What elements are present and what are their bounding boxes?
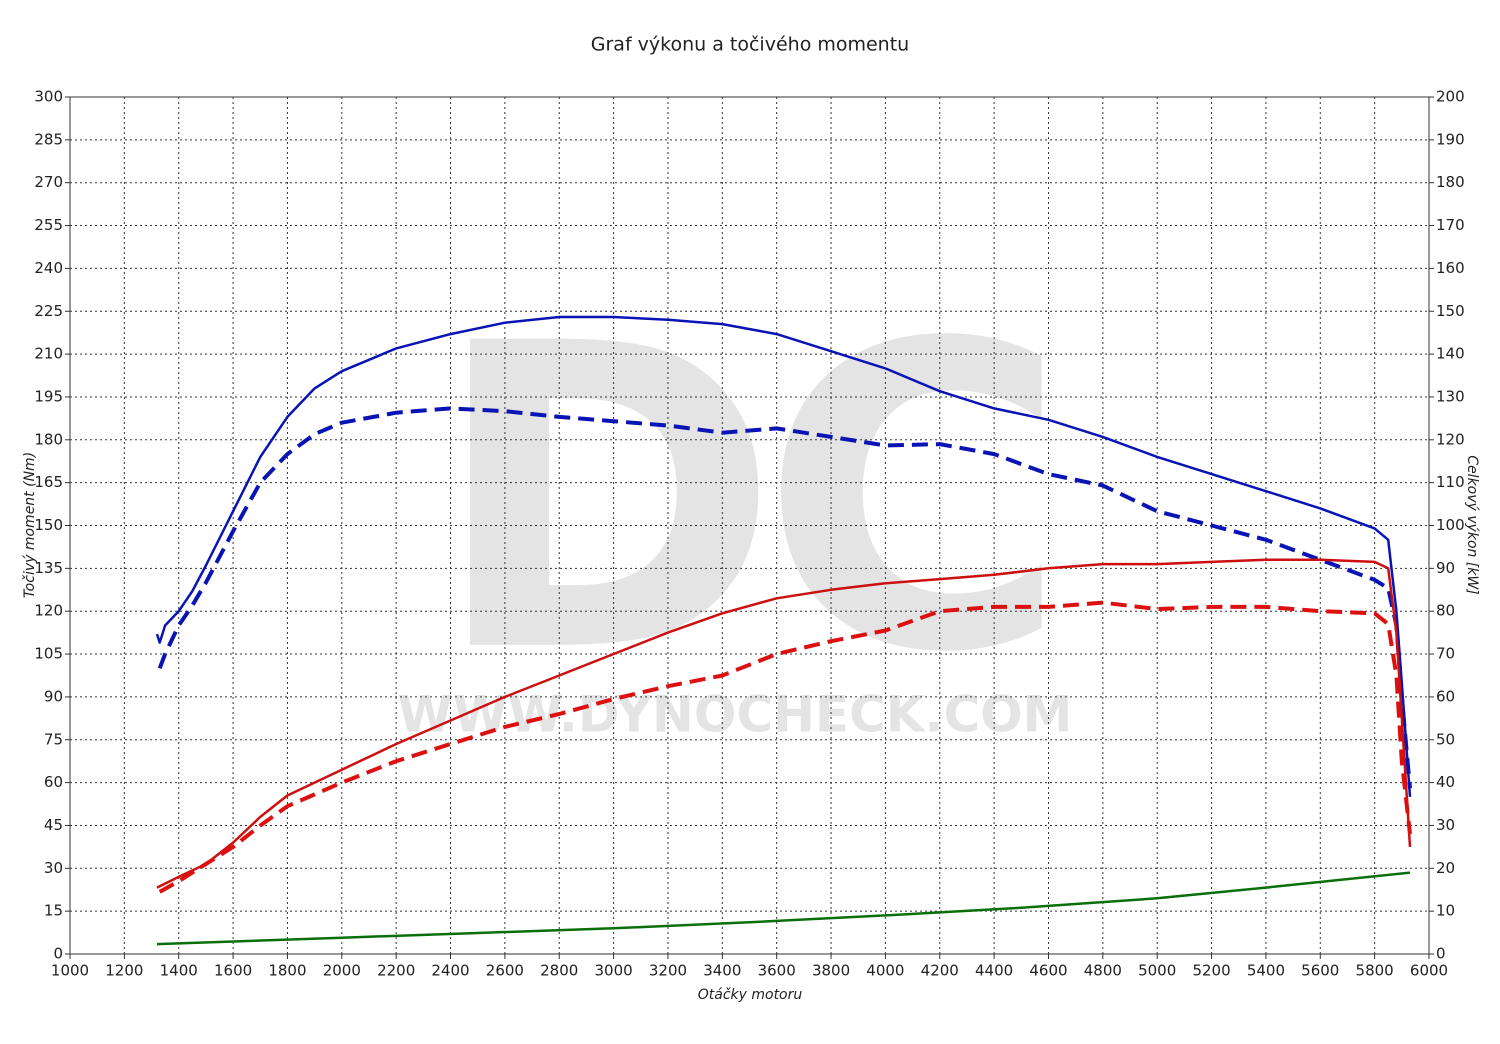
y2-tick-label: 40 — [1436, 773, 1455, 791]
x-tick-label: 3000 — [595, 962, 633, 980]
y2-tick-label: 0 — [1436, 945, 1446, 963]
x-tick-label: 5200 — [1192, 962, 1230, 980]
x-tick-label: 5600 — [1301, 962, 1339, 980]
series-line — [155, 315, 1412, 797]
y2-tick-label: 90 — [1436, 559, 1455, 577]
y-tick-label: 75 — [44, 730, 63, 748]
y2-tick-label: 110 — [1436, 473, 1465, 491]
y2-tick-label: 20 — [1436, 859, 1455, 877]
x-tick-label: 6000 — [1410, 962, 1448, 980]
y-tick-label: 60 — [44, 773, 63, 791]
y2-tick-label: 160 — [1436, 259, 1465, 277]
series-line — [156, 871, 1411, 946]
y-tick-label: 120 — [34, 602, 63, 620]
x-tick-label: 1000 — [51, 962, 89, 980]
y-tick-label: 240 — [34, 259, 63, 277]
y2-axis-label: Celkový výkon [kW] — [1464, 455, 1480, 594]
y-tick-label: 30 — [44, 859, 63, 877]
y-tick-label: 225 — [34, 302, 63, 320]
series-line — [157, 406, 1412, 789]
x-tick-label: 4400 — [975, 962, 1013, 980]
y2-tick-label: 120 — [1436, 430, 1465, 448]
x-tick-label: 2800 — [540, 962, 578, 980]
y-tick-label: 255 — [34, 216, 63, 234]
y2-tick-label: 70 — [1436, 645, 1455, 663]
y2-tick-label: 10 — [1436, 902, 1455, 920]
y2-tick-label: 100 — [1436, 516, 1465, 534]
x-tick-label: 2200 — [377, 962, 415, 980]
y-tick-label: 195 — [34, 387, 63, 405]
y2-tick-label: 180 — [1436, 173, 1465, 191]
x-tick-label: 4200 — [921, 962, 959, 980]
y-tick-label: 210 — [34, 345, 63, 363]
y-tick-label: 150 — [34, 516, 63, 534]
y-tick-label: 270 — [34, 173, 63, 191]
x-tick-label: 2400 — [431, 962, 469, 980]
y2-tick-label: 30 — [1436, 816, 1455, 834]
x-tick-label: 5400 — [1247, 962, 1285, 980]
y-tick-label: 135 — [34, 559, 63, 577]
y-tick-label: 0 — [53, 945, 63, 963]
y-axis-label: Točivý moment (Nm) — [22, 452, 38, 598]
y-tick-label: 15 — [44, 902, 63, 920]
y2-tick-label: 190 — [1436, 130, 1465, 148]
plot-border — [69, 96, 1430, 955]
x-tick-label: 4800 — [1084, 962, 1122, 980]
x-tick-label: 3800 — [812, 962, 850, 980]
series-line — [158, 600, 1412, 894]
watermark: WWW.DYNOCHECK.COM — [398, 686, 1073, 744]
x-tick-label: 5800 — [1356, 962, 1394, 980]
y-tick-label: 165 — [34, 473, 63, 491]
watermark: DC — [432, 256, 1049, 745]
x-tick-label: 3400 — [703, 962, 741, 980]
y-tick-label: 180 — [34, 430, 63, 448]
y2-tick-label: 60 — [1436, 687, 1455, 705]
x-tick-label: 4600 — [1029, 962, 1067, 980]
y2-tick-label: 150 — [1436, 302, 1465, 320]
y2-tick-label: 200 — [1436, 88, 1465, 106]
y2-tick-label: 80 — [1436, 602, 1455, 620]
x-tick-label: 2000 — [323, 962, 361, 980]
series-line — [156, 558, 1412, 889]
x-tick-label: 4000 — [866, 962, 904, 980]
x-tick-label: 5000 — [1138, 962, 1176, 980]
x-tick-label: 1200 — [105, 962, 143, 980]
y2-tick-label: 130 — [1436, 387, 1465, 405]
chart-title: Graf výkonu a točivého momentu — [591, 34, 909, 56]
x-tick-label: 1800 — [268, 962, 306, 980]
x-axis-label: Otáčky motoru — [698, 987, 803, 1003]
y-tick-label: 105 — [34, 645, 63, 663]
y2-tick-label: 140 — [1436, 345, 1465, 363]
y-tick-label: 285 — [34, 130, 63, 148]
y-tick-label: 300 — [34, 88, 63, 106]
x-tick-label: 3200 — [649, 962, 687, 980]
x-tick-label: 3600 — [758, 962, 796, 980]
y2-tick-label: 170 — [1436, 216, 1465, 234]
y2-tick-label: 50 — [1436, 730, 1455, 748]
y-tick-label: 90 — [44, 687, 63, 705]
x-tick-label: 1600 — [214, 962, 252, 980]
x-tick-label: 1400 — [160, 962, 198, 980]
y-tick-label: 45 — [44, 816, 63, 834]
x-tick-label: 2600 — [486, 962, 524, 980]
